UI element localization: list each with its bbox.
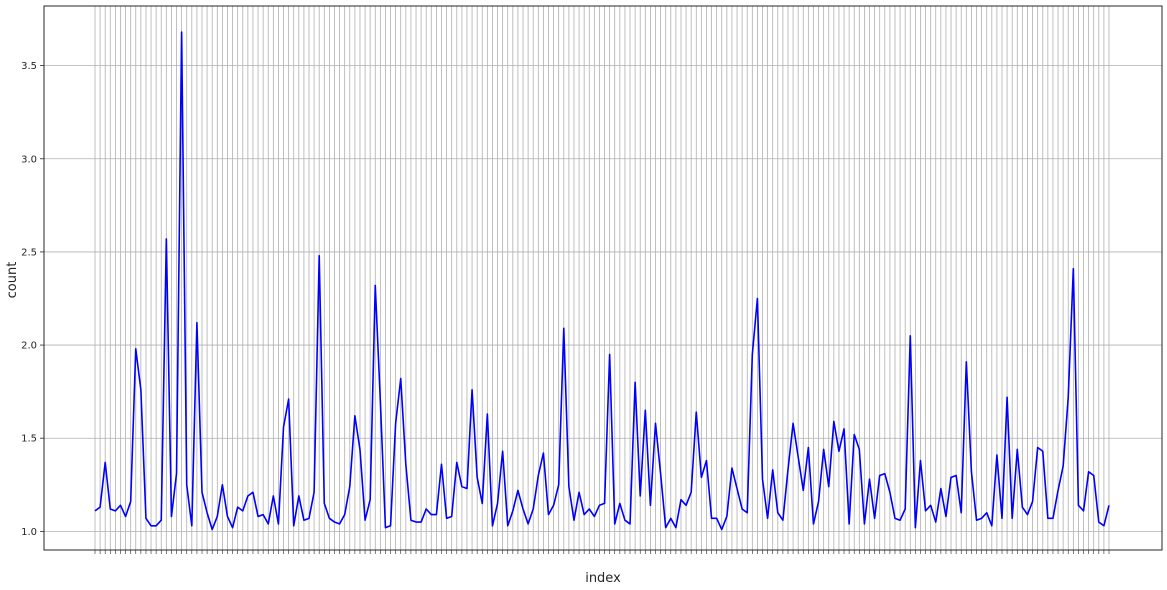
y-axis-label: count [5,262,20,299]
plot-background [44,6,1162,550]
y-tick-label: 1.5 [21,434,37,445]
y-tick-label: 3.5 [21,61,37,72]
y-axis-ticks: 1.0 1.5 2.0 2.5 3.0 3.5 [21,61,44,538]
x-axis-ticks [94,550,1110,554]
y-tick-label: 3.0 [21,154,37,165]
y-tick-label: 1.0 [21,527,37,538]
series-line [94,31,1110,531]
y-tick-label: 2.5 [21,247,37,258]
y-tick-label: 2.0 [21,341,37,352]
plot-frame [43,5,1163,551]
x-axis-label: index [585,571,621,586]
